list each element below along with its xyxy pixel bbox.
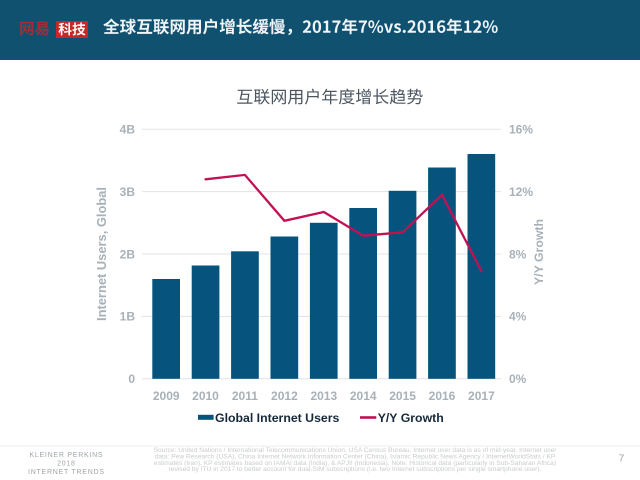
svg-text:Source: United Nations / Inter: Source: United Nations / International T…: [154, 447, 558, 454]
svg-text:2010: 2010: [192, 389, 219, 403]
svg-text:3B: 3B: [120, 185, 136, 199]
svg-text:revised by ITU in 2017 to bett: revised by ITU in 2017 to better account…: [169, 466, 542, 473]
svg-text:7: 7: [619, 453, 625, 465]
svg-text:KLEINER PERKINS: KLEINER PERKINS: [29, 452, 103, 459]
svg-text:INTERNET TRENDS: INTERNET TRENDS: [28, 469, 105, 476]
svg-text:Y/Y Growth: Y/Y Growth: [532, 219, 546, 285]
svg-text:2018: 2018: [57, 461, 76, 468]
svg-text:16%: 16%: [509, 123, 533, 137]
svg-text:2012: 2012: [271, 389, 298, 403]
svg-text:12%: 12%: [509, 185, 533, 199]
svg-text:2014: 2014: [350, 389, 377, 403]
svg-text:2011: 2011: [232, 389, 258, 403]
svg-text:Global Internet Users: Global Internet Users: [215, 411, 340, 425]
svg-text:8%: 8%: [509, 247, 527, 261]
svg-text:2013: 2013: [310, 389, 337, 403]
svg-text:0: 0: [128, 372, 135, 386]
svg-text:estimates (Iran). KP estimates: estimates (Iran). KP estimates based on …: [154, 460, 556, 467]
svg-text:2009: 2009: [153, 389, 180, 403]
svg-text:0%: 0%: [509, 372, 527, 386]
svg-text:2015: 2015: [389, 389, 416, 403]
svg-text:Y/Y Growth: Y/Y Growth: [378, 411, 444, 425]
svg-text:1B: 1B: [120, 310, 136, 324]
svg-text:4B: 4B: [120, 123, 136, 137]
svg-text:2016: 2016: [429, 389, 456, 403]
svg-text:data: Pew Research (USA), Chin: data: Pew Research (USA), China Internet…: [155, 454, 556, 461]
svg-text:2017: 2017: [468, 389, 495, 403]
svg-text:4%: 4%: [509, 310, 527, 324]
svg-text:Internet Users, Global: Internet Users, Global: [94, 187, 109, 321]
svg-text:2B: 2B: [120, 247, 136, 261]
